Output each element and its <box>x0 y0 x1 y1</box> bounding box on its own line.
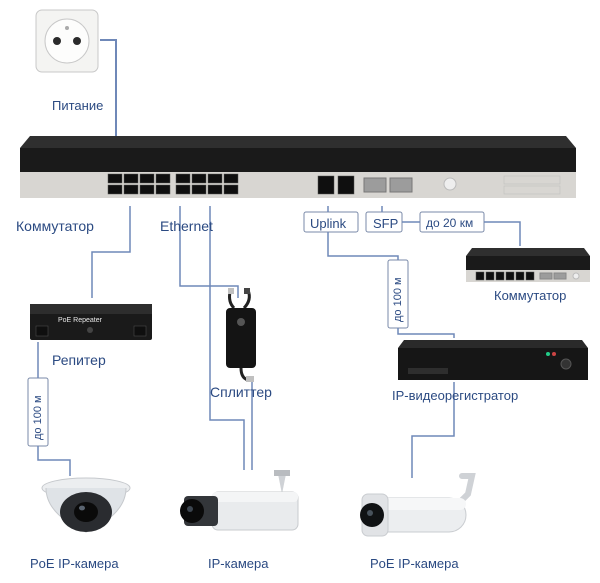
device-poe-splitter <box>208 288 274 384</box>
wire-uplink-to-100m <box>328 232 398 260</box>
device-box-camera <box>178 468 318 554</box>
label-nvr: IP-видеорегистратор <box>392 388 518 403</box>
wire-to-repeater <box>92 206 130 298</box>
device-bullet-camera <box>350 472 490 550</box>
label-power: Питание <box>52 98 103 113</box>
device-power-outlet <box>34 8 100 74</box>
device-main-switch <box>18 128 578 208</box>
label-cam-box: IP-камера <box>208 556 268 571</box>
wire-power <box>100 40 116 140</box>
label-dist20: до 20 км <box>426 216 473 230</box>
label-sfp: SFP <box>373 216 398 231</box>
wire-dist20-to-switch2 <box>484 222 520 246</box>
label-cam-bullet: PoE IP-камера <box>370 556 459 571</box>
label-uplink: Uplink <box>310 216 346 231</box>
label-cam-dome: PoE IP-камера <box>30 556 119 571</box>
label-switch2: Коммутатор <box>494 288 566 303</box>
device-remote-switch <box>466 246 590 286</box>
label-dist100b: до 100 м <box>392 277 404 322</box>
label-ethernet: Ethernet <box>160 218 213 234</box>
label-dist100a: до 100 м <box>32 395 44 440</box>
wire-100m-to-dome <box>38 446 70 476</box>
svg-text:PoE Repeater: PoE Repeater <box>58 317 103 324</box>
label-repeater: Репитер <box>52 352 106 368</box>
label-switch-main: Коммутатор <box>16 218 94 234</box>
device-poe-repeater: PoE Repeater <box>30 298 152 346</box>
label-splitter: Сплиттер <box>210 384 272 400</box>
wire-100m-to-nvr <box>398 328 454 338</box>
device-nvr <box>398 338 588 384</box>
device-dome-camera <box>36 474 136 550</box>
